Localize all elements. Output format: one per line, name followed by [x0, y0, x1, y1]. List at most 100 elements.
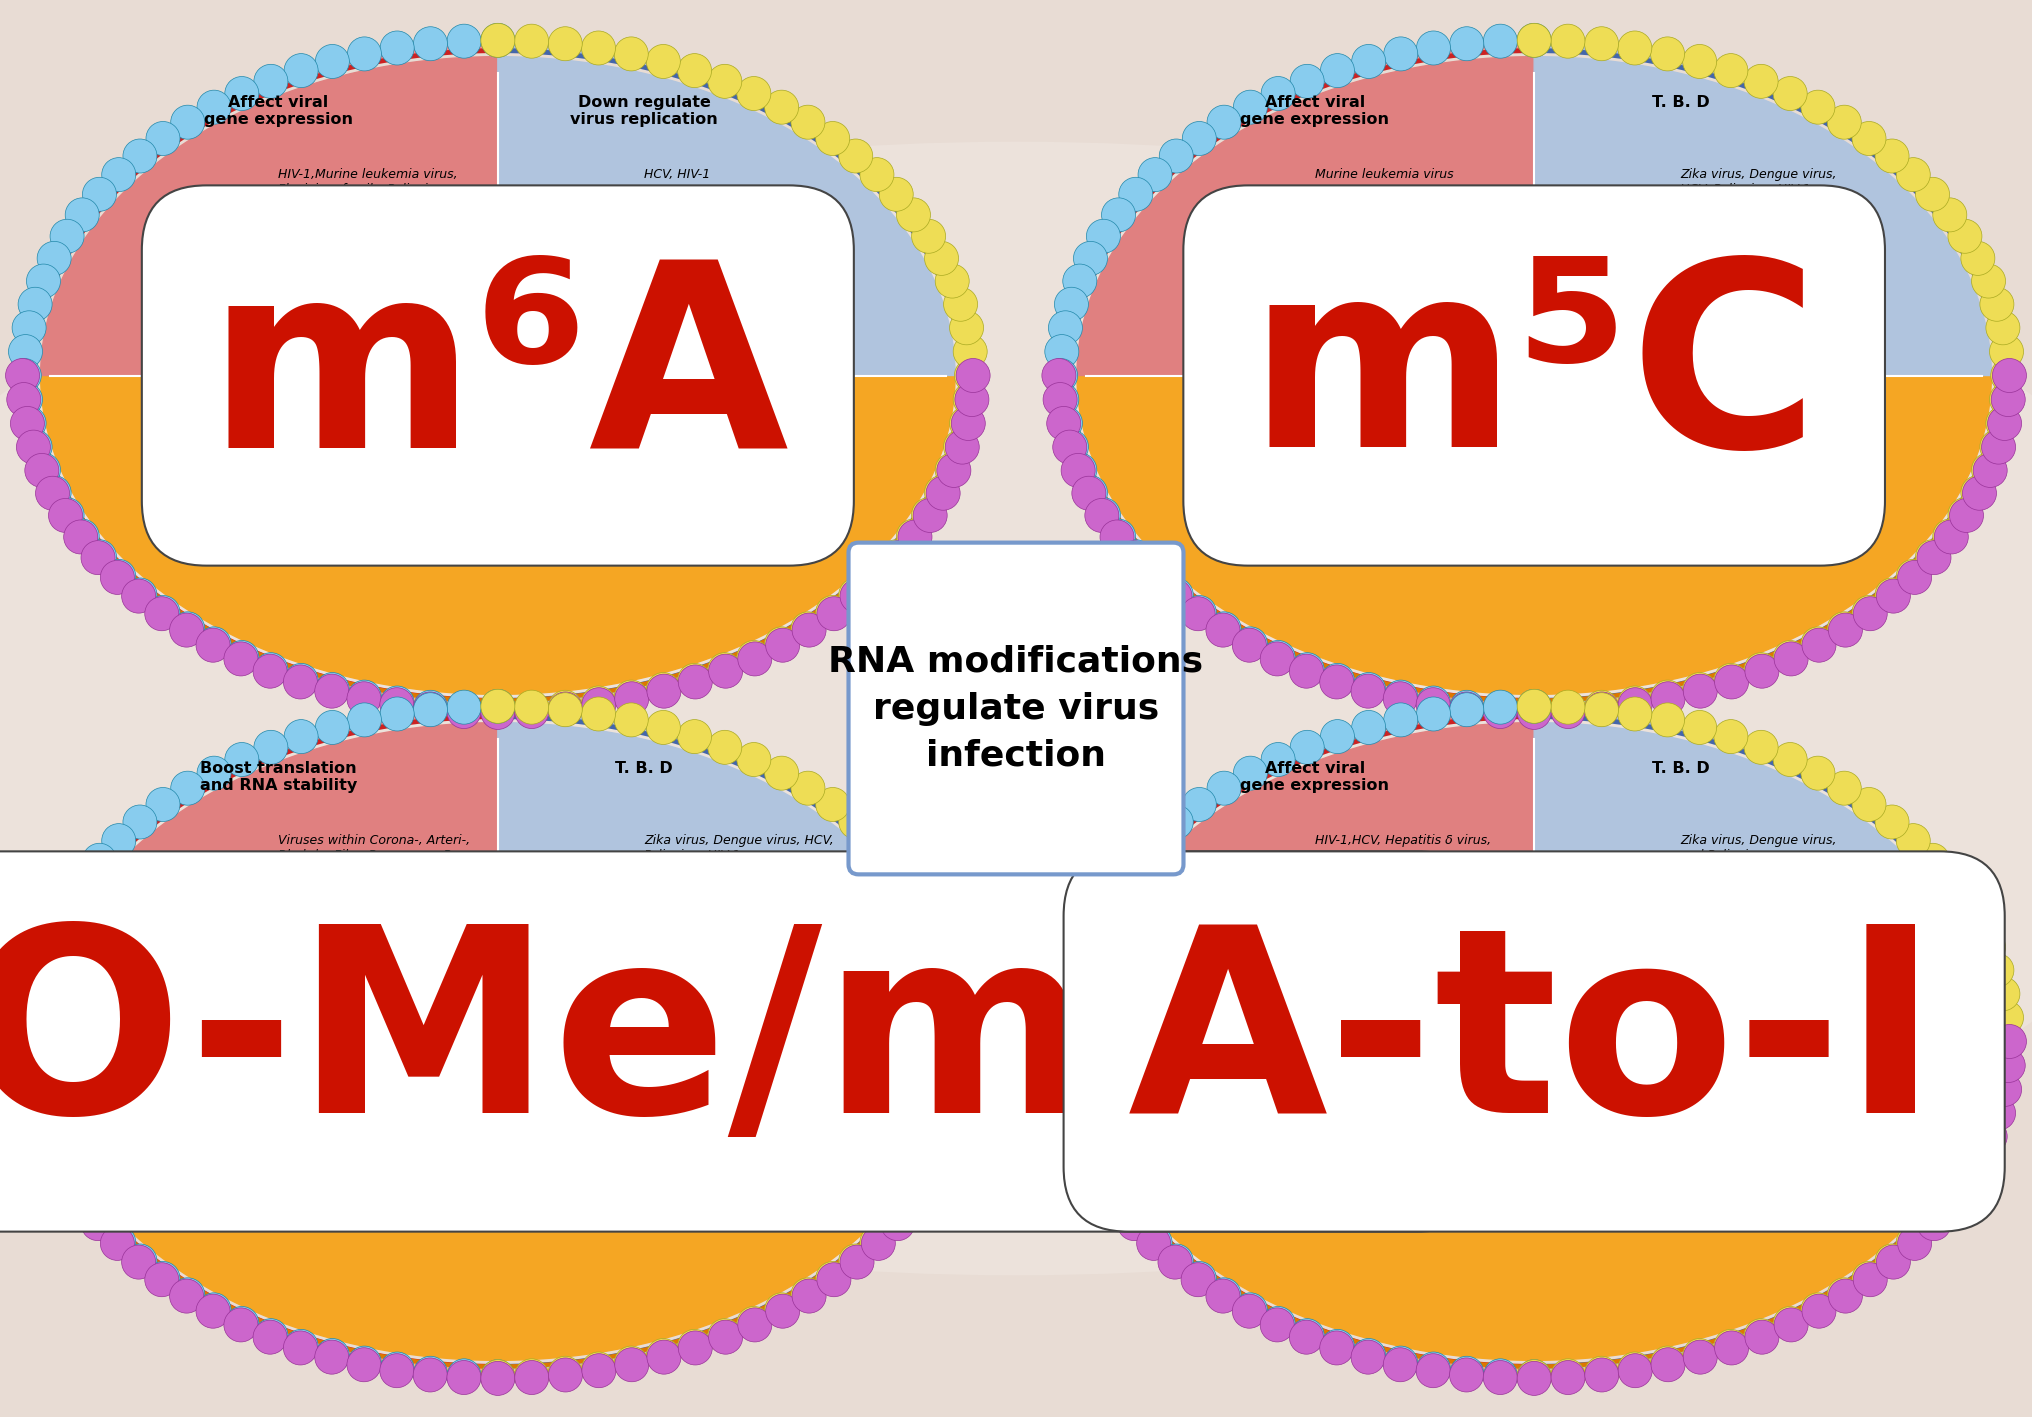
Circle shape	[1963, 476, 1997, 510]
Circle shape	[254, 653, 289, 687]
Circle shape	[1518, 1360, 1550, 1394]
Circle shape	[1896, 560, 1930, 594]
Circle shape	[1055, 1095, 1089, 1129]
Circle shape	[1483, 694, 1518, 728]
Circle shape	[912, 886, 945, 920]
Circle shape	[144, 1263, 179, 1297]
Text: HIV-1, Viruses within Corona-, Arteri-, Rhabdo-, Filo-,
Paramyxo-, Pox-, Reoviri: HIV-1, Viruses within Corona-, Arteri-, …	[319, 1131, 677, 1159]
Circle shape	[1233, 757, 1268, 791]
Circle shape	[1973, 1119, 2008, 1153]
Circle shape	[1071, 476, 1105, 510]
Circle shape	[1087, 497, 1120, 531]
Circle shape	[1851, 788, 1886, 822]
Circle shape	[1063, 453, 1097, 487]
Circle shape	[197, 1292, 232, 1326]
Circle shape	[83, 1206, 116, 1240]
Text: Affect viral
gene expression: Affect viral gene expression	[1240, 95, 1390, 128]
Circle shape	[1053, 1097, 1087, 1131]
Circle shape	[1650, 680, 1685, 714]
Circle shape	[26, 453, 61, 487]
Circle shape	[1827, 612, 1861, 646]
Circle shape	[949, 310, 983, 344]
Circle shape	[945, 431, 979, 465]
Circle shape	[1876, 1246, 1910, 1280]
Text: Viruses within Corona-, Arteri-,
Rhabdo-,Filo-, Paramyxo-, Pox-,
and Reo-, Retro: Viruses within Corona-, Arteri-, Rhabdo-…	[278, 835, 475, 907]
Circle shape	[1518, 1362, 1550, 1396]
Circle shape	[1971, 930, 2006, 964]
Circle shape	[1949, 499, 1983, 533]
Circle shape	[738, 1308, 772, 1342]
Circle shape	[1449, 693, 1483, 727]
Circle shape	[880, 1207, 914, 1241]
Circle shape	[1449, 27, 1483, 61]
Circle shape	[953, 1049, 988, 1083]
Circle shape	[1743, 1319, 1778, 1353]
Circle shape	[1585, 693, 1620, 727]
Circle shape	[815, 1261, 849, 1295]
Circle shape	[1971, 1119, 2006, 1153]
Circle shape	[1073, 476, 1107, 510]
Circle shape	[6, 359, 39, 393]
Circle shape	[282, 1331, 317, 1365]
Circle shape	[935, 1119, 969, 1153]
Circle shape	[1181, 1263, 1215, 1297]
Circle shape	[347, 682, 380, 716]
Circle shape	[1682, 674, 1717, 708]
Circle shape	[102, 560, 136, 594]
Circle shape	[122, 580, 156, 614]
Circle shape	[1233, 91, 1268, 125]
Circle shape	[1290, 655, 1323, 689]
Circle shape	[1898, 1226, 1932, 1260]
Text: HIV-1, Influenza virus, Mink enteritis parvovirus, Vesicular stomatitis
virus, Y: HIV-1, Influenza virus, Mink enteritis p…	[1321, 1131, 1748, 1189]
Circle shape	[614, 37, 648, 71]
Circle shape	[1416, 1353, 1451, 1387]
Circle shape	[912, 499, 947, 533]
Circle shape	[1550, 690, 1585, 724]
Circle shape	[1207, 105, 1242, 139]
Circle shape	[581, 1352, 616, 1386]
Circle shape	[412, 27, 447, 61]
Circle shape	[764, 626, 799, 660]
Circle shape	[1979, 954, 2014, 988]
Circle shape	[1518, 689, 1550, 723]
Circle shape	[1351, 673, 1386, 707]
Circle shape	[1044, 334, 1079, 368]
Circle shape	[1896, 823, 1930, 857]
Polygon shape	[26, 376, 969, 710]
Circle shape	[1518, 1360, 1550, 1394]
Circle shape	[1044, 1000, 1079, 1034]
Circle shape	[817, 1263, 851, 1297]
Circle shape	[284, 1329, 319, 1363]
Circle shape	[549, 691, 583, 726]
Circle shape	[817, 597, 851, 631]
Polygon shape	[498, 710, 969, 1373]
Circle shape	[862, 560, 896, 594]
Circle shape	[1987, 1073, 2022, 1107]
Polygon shape	[41, 376, 955, 694]
Circle shape	[1351, 1340, 1386, 1374]
Circle shape	[1518, 23, 1550, 57]
Circle shape	[1682, 1339, 1717, 1373]
Circle shape	[8, 1000, 43, 1034]
Circle shape	[927, 1142, 961, 1176]
Circle shape	[1550, 1359, 1585, 1393]
Circle shape	[51, 886, 83, 920]
Circle shape	[1896, 1226, 1930, 1260]
Circle shape	[1896, 157, 1930, 191]
Circle shape	[380, 31, 415, 65]
Circle shape	[1321, 54, 1355, 88]
Circle shape	[1518, 694, 1550, 728]
Circle shape	[1099, 520, 1134, 554]
Circle shape	[1085, 1165, 1120, 1199]
Circle shape	[925, 1142, 959, 1176]
Circle shape	[195, 1294, 230, 1328]
Circle shape	[1233, 626, 1268, 660]
Circle shape	[6, 383, 41, 417]
Circle shape	[1044, 1049, 1079, 1083]
Circle shape	[1321, 1329, 1355, 1363]
Circle shape	[514, 1360, 549, 1394]
Circle shape	[1101, 198, 1136, 232]
Circle shape	[1713, 54, 1748, 88]
Circle shape	[1961, 241, 1995, 275]
Circle shape	[1650, 1346, 1685, 1380]
